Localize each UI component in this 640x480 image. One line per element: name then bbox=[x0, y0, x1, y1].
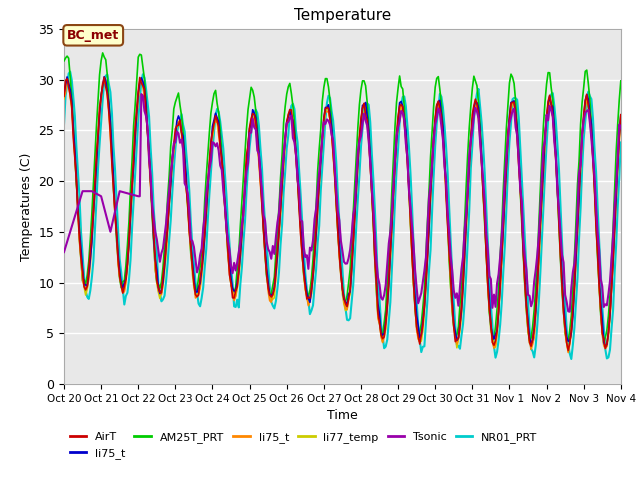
Text: BC_met: BC_met bbox=[67, 29, 119, 42]
Legend: AirT, li75_t, AM25T_PRT, li75_t, li77_temp, Tsonic, NR01_PRT: AirT, li75_t, AM25T_PRT, li75_t, li77_te… bbox=[70, 432, 538, 459]
Y-axis label: Temperatures (C): Temperatures (C) bbox=[20, 152, 33, 261]
Title: Temperature: Temperature bbox=[294, 9, 391, 24]
X-axis label: Time: Time bbox=[327, 409, 358, 422]
